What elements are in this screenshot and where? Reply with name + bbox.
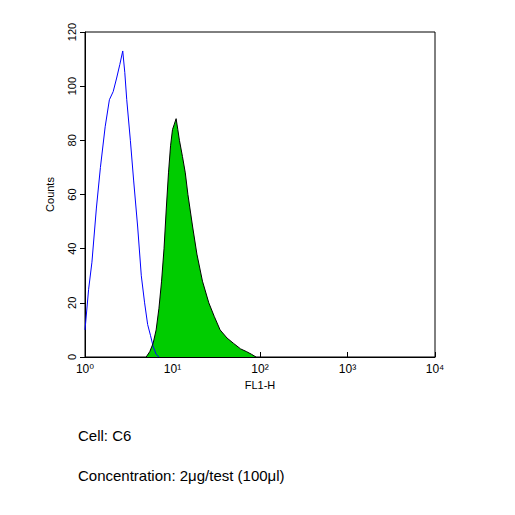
svg-text:100: 100	[66, 77, 78, 95]
svg-text:10⁰: 10⁰	[76, 362, 94, 376]
svg-text:40: 40	[66, 243, 78, 255]
svg-text:20: 20	[66, 297, 78, 309]
svg-text:10¹: 10¹	[164, 362, 181, 376]
svg-text:Cell: C6: Cell: C6	[78, 427, 131, 444]
svg-text:60: 60	[66, 188, 78, 200]
svg-text:120: 120	[66, 23, 78, 41]
svg-text:10³: 10³	[339, 362, 356, 376]
svg-text:10²: 10²	[251, 362, 268, 376]
svg-text:80: 80	[66, 134, 78, 146]
svg-text:Concentration: 2μg/test (100μl: Concentration: 2μg/test (100μl)	[78, 467, 285, 484]
svg-text:10⁴: 10⁴	[426, 362, 445, 376]
svg-text:Counts: Counts	[44, 177, 56, 212]
svg-text:FL1-H: FL1-H	[245, 379, 276, 391]
svg-text:0: 0	[66, 354, 78, 360]
